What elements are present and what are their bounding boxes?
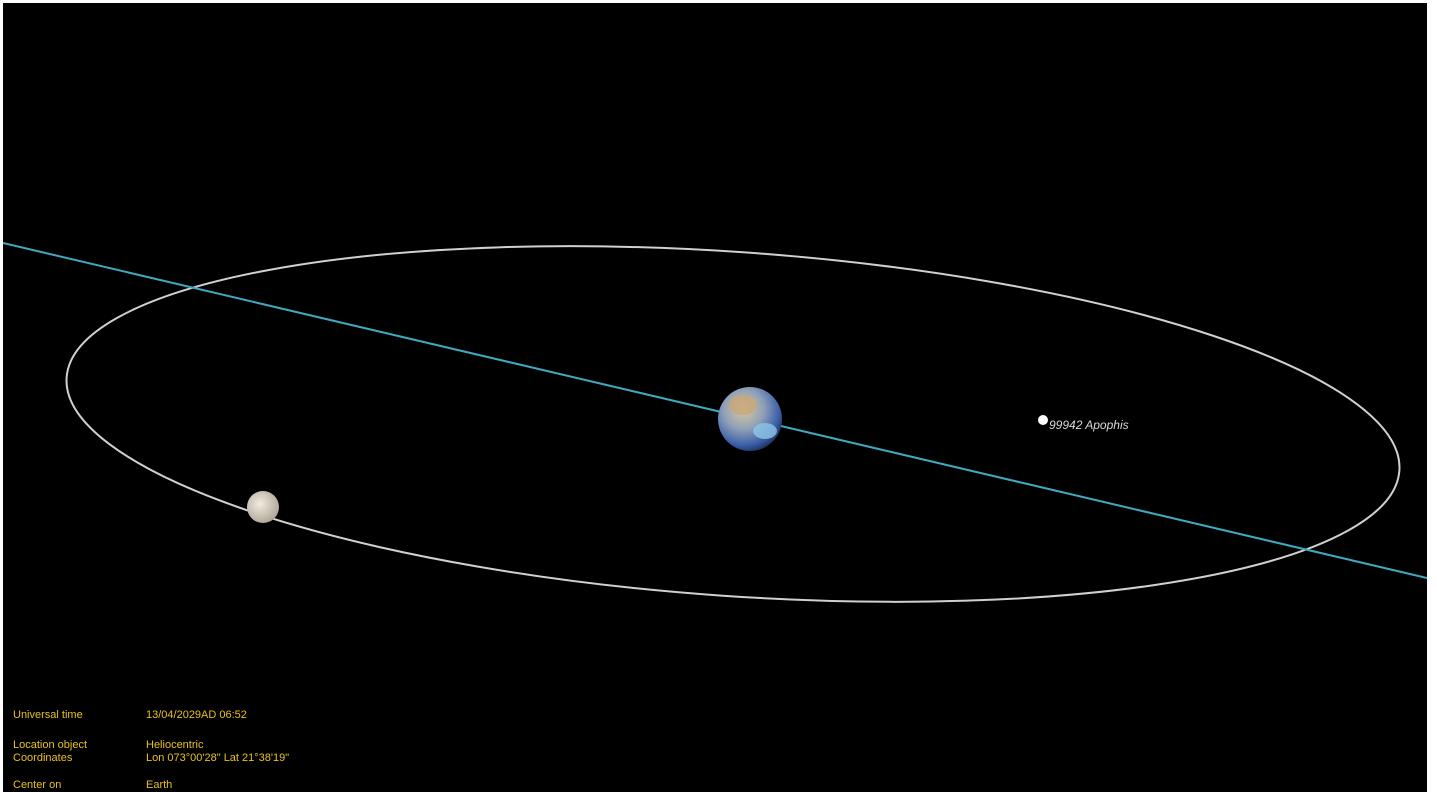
earth-cloud: [753, 423, 777, 439]
page: {"scene": {"object_label": "99942 Apophi…: [0, 0, 1437, 792]
info-label: Universal time: [13, 709, 83, 721]
background: [3, 3, 1427, 792]
apophis-label: 99942 Apophis: [1049, 418, 1129, 432]
info-label: Location object: [13, 739, 87, 751]
apophis: [1038, 415, 1048, 425]
space-view: 99942 Apophis Universal time 13/04/2029AD…: [3, 3, 1427, 792]
info-label: Coordinates: [13, 752, 73, 764]
moon: [247, 491, 279, 523]
info-label: Center on: [13, 779, 61, 791]
info-value: Earth: [146, 779, 172, 791]
info-value: 13/04/2029AD 06:52: [146, 709, 247, 721]
earth-land: [729, 395, 757, 415]
info-value: Lon 073°00'28" Lat 21°38'19": [146, 752, 289, 764]
info-value: Heliocentric: [146, 739, 204, 751]
